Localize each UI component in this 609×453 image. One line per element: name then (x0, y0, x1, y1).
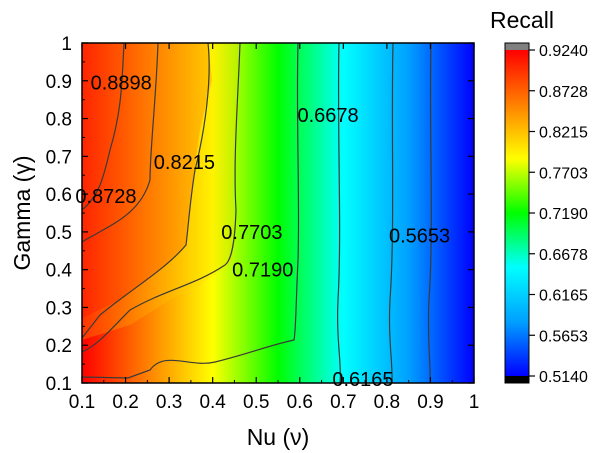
y-tick-label: 1 (61, 34, 72, 55)
colorbar-tick-label: 0.7703 (539, 165, 588, 182)
y-axis-title: Gamma (γ) (9, 156, 35, 271)
contour-line-0.8215 (81, 42, 210, 339)
colorbar-tick-label: 0.6165 (539, 288, 588, 305)
x-tick-label: 0.8 (374, 392, 400, 413)
contour-line-0.5653 (427, 42, 432, 384)
contour-label: 0.8728 (75, 186, 136, 208)
x-tick-label: 1 (469, 392, 480, 413)
colorbar-tick-label: 0.5653 (539, 328, 588, 345)
y-tick-label: 0.3 (46, 298, 72, 319)
contour-label: 0.6678 (298, 105, 359, 127)
contour-label: 0.8215 (154, 152, 215, 174)
y-tick-label: 0.1 (46, 374, 72, 395)
x-tick-label: 0.5 (243, 392, 269, 413)
contour-line-0.7703 (81, 42, 241, 353)
colorbar-under-swatch (505, 376, 529, 383)
contour-line-0.6678 (337, 42, 341, 384)
y-axis: 0.1 0.2 0.3 0.4 0.5 0.6 0.7 0.8 0.9 1 (46, 34, 474, 395)
warm-region-overlay (82, 43, 212, 318)
contour-line-0.7190 (81, 42, 300, 379)
y-tick-label: 0.7 (46, 147, 72, 168)
colorbar-ticks: 0.9240 0.8728 0.8215 0.7703 0.7190 0.6678 0.61… (529, 43, 588, 386)
contour-label: 0.8898 (91, 73, 152, 95)
x-axis-title: Nu (ν) (247, 424, 310, 450)
yellow-region-overlay (82, 43, 240, 340)
y-tick-label: 0.8 (46, 110, 72, 131)
x-tick-label: 0.9 (417, 392, 443, 413)
contour-labels: 0.8898 0.8215 0.8728 0.7703 0.7190 0.6678 0.56… (75, 73, 450, 392)
x-axis: 0.1 0.2 0.3 0.4 0.5 0.6 0.7 0.8 0.9 1 (69, 43, 480, 413)
contour-label: 0.6165 (332, 369, 393, 391)
colorbar-tick-label: 0.9240 (539, 43, 588, 60)
colorbar-title: Recall (490, 7, 554, 33)
colorbar-tick-label: 0.5140 (539, 369, 588, 386)
y-tick-label: 0.5 (46, 223, 72, 244)
y-tick-label: 0.9 (46, 72, 72, 93)
plot-area (81, 42, 475, 384)
contour-line-0.8898 (81, 42, 125, 211)
x-tick-label: 0.1 (69, 392, 95, 413)
colorbar-tick-label: 0.8215 (539, 125, 588, 142)
x-tick-label: 0.2 (112, 392, 138, 413)
contour-label: 0.5653 (389, 226, 450, 248)
colorbar-tick-label: 0.7190 (539, 206, 588, 223)
x-tick-label: 0.7 (330, 392, 356, 413)
x-tick-label: 0.6 (287, 392, 313, 413)
contour-label: 0.7703 (221, 222, 282, 244)
y-tick-label: 0.6 (46, 185, 72, 206)
y-tick-label: 0.2 (46, 336, 72, 357)
colorbar-gradient-bar (505, 50, 529, 376)
x-tick-label: 0.3 (156, 392, 182, 413)
colorbar-tick-label: 0.8728 (539, 84, 588, 101)
colorbar: Recall 0.9240 0.8728 0.8215 0.7703 0.7190 0.6… (490, 7, 588, 386)
x-tick-label: 0.4 (199, 392, 226, 413)
contour-lines (81, 42, 432, 384)
colorbar-over-swatch (505, 43, 529, 50)
y-tick-label: 0.4 (46, 261, 73, 282)
contour-line-0.6165 (388, 42, 394, 384)
contour-fill (82, 43, 474, 383)
contour-line-0.8728 (81, 42, 159, 243)
colorbar-tick-label: 0.6678 (539, 247, 588, 264)
contour-label: 0.7190 (232, 260, 293, 282)
